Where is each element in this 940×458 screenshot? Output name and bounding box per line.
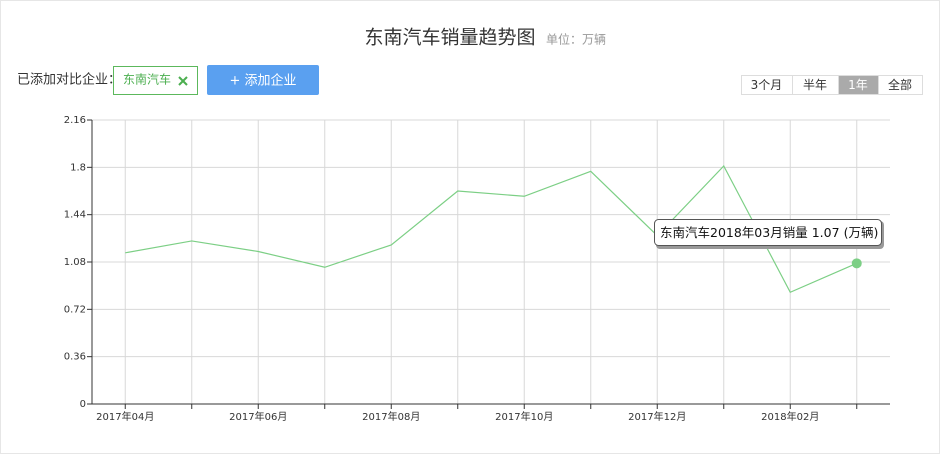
y-tick-label: 0.72 bbox=[64, 304, 86, 315]
x-tick-label: 2018年02月 bbox=[761, 410, 819, 423]
range-button[interactable]: 3个月 bbox=[741, 75, 793, 95]
unit: 单位：万辆 bbox=[546, 32, 606, 47]
range-button[interactable]: 半年 bbox=[792, 75, 839, 95]
range-button[interactable]: 1年 bbox=[838, 75, 879, 95]
tooltip-text: 东南汽车2018年03月销量 1.07 (万辆) bbox=[660, 225, 878, 240]
add-button-text: + 添加企业 bbox=[229, 73, 296, 89]
y-tick-label: 1.08 bbox=[64, 257, 86, 268]
x-tick-label: 2017年12月 bbox=[628, 410, 686, 423]
x-tick-label: 2017年04月 bbox=[96, 410, 154, 423]
range-button-bg bbox=[878, 75, 923, 95]
x-tick-label: 2017年06月 bbox=[229, 410, 287, 423]
title: 东南汽车销量趋势图 bbox=[364, 27, 535, 49]
range-button-text: 3个月 bbox=[751, 78, 783, 92]
add-button[interactable]: + 添加企业 bbox=[207, 65, 319, 95]
range-button-text: 半年 bbox=[803, 78, 827, 92]
range-button-text: 1年 bbox=[848, 78, 868, 92]
tooltip-label: 东南汽车2018年03月销量 bbox=[660, 225, 808, 240]
tag-text: 东南汽车 bbox=[123, 72, 171, 87]
y-tick-label: 0 bbox=[80, 399, 86, 410]
add-button-bg bbox=[207, 65, 319, 95]
range-group: 3个月 半年 1年 全部 bbox=[741, 75, 923, 95]
y-tick-label: 0.36 bbox=[64, 352, 86, 363]
tooltip-box bbox=[654, 219, 882, 246]
y-tick-label: 1.8 bbox=[70, 162, 86, 173]
range-button[interactable]: 全部 bbox=[878, 75, 923, 95]
tag-remove[interactable] bbox=[178, 76, 188, 86]
x-tick-label: 2017年10月 bbox=[495, 410, 553, 423]
range-button-text: 全部 bbox=[888, 77, 912, 92]
plot: 0 0.36 0.72 1.08 1.44 1.8 2.16 2017年04月 2017年06月… bbox=[64, 115, 890, 423]
company-tag[interactable]: 东南汽车 bbox=[113, 66, 198, 95]
y-tick-label: 2.16 bbox=[64, 115, 86, 126]
tooltip: 东南汽车2018年03月销量 1.07 (万辆) bbox=[654, 219, 884, 249]
x-tick-label: 2017年08月 bbox=[362, 410, 420, 423]
compare-label: 已添加对比企业： bbox=[17, 72, 121, 88]
highlight-point bbox=[851, 258, 862, 269]
tooltip-value: 1.07 bbox=[812, 225, 840, 240]
series-line bbox=[125, 165, 857, 294]
tooltip-unit: (万辆) bbox=[844, 225, 879, 240]
y-tick-label: 1.44 bbox=[64, 210, 86, 221]
